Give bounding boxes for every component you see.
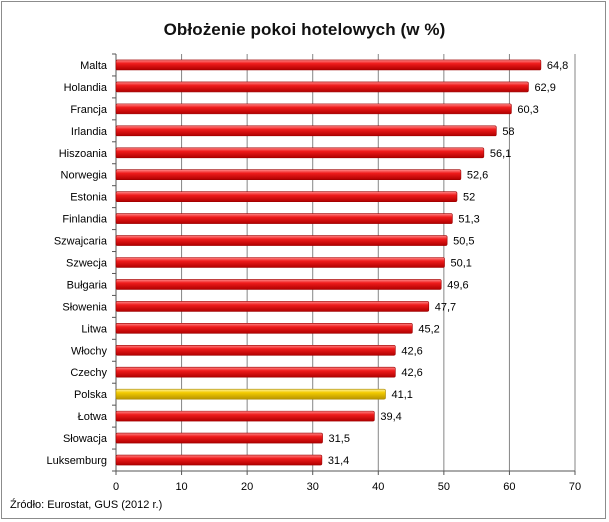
category-label: Malta [80, 60, 108, 72]
bar [115, 235, 448, 246]
x-tick-label: 20 [241, 481, 253, 493]
value-label: 41,1 [391, 389, 412, 401]
category-label: Włochy [71, 345, 108, 357]
value-label: 49,6 [447, 279, 468, 291]
category-label: Irlandia [71, 126, 108, 138]
value-label: 39,4 [380, 411, 401, 423]
bar [115, 213, 453, 224]
category-label: Szwecja [66, 258, 108, 270]
category-label: Norwegia [61, 170, 108, 182]
x-tick-label: 10 [175, 481, 187, 493]
value-label: 64,8 [547, 60, 568, 72]
category-label: Hiszoania [59, 148, 108, 160]
bar [115, 432, 323, 444]
value-label: 56,1 [490, 148, 511, 160]
value-label: 45,2 [418, 323, 439, 335]
x-tick-label: 70 [569, 481, 581, 493]
bar [115, 169, 462, 181]
category-label: Łotwa [78, 411, 108, 423]
bar [115, 410, 375, 422]
bar [115, 323, 413, 334]
category-label: Czechy [70, 367, 107, 379]
bar [115, 366, 396, 378]
value-label: 52,6 [467, 170, 488, 182]
bar [115, 59, 542, 71]
bar [115, 301, 430, 312]
category-label: Słowenia [62, 301, 108, 313]
category-label: Polska [74, 389, 108, 401]
value-label: 58 [502, 126, 514, 138]
source-note: Źródło: Eurostat, GUS (2012 r.) [10, 499, 163, 511]
bar [115, 125, 497, 137]
bar [115, 191, 458, 202]
x-tick-label: 50 [438, 481, 450, 493]
chart-title: Obłożenie pokoi hotelowych (w %) [163, 20, 446, 39]
category-label: Bułgaria [67, 279, 108, 291]
bar-highlight [115, 388, 386, 400]
value-label: 31,4 [328, 455, 349, 467]
bar [115, 257, 445, 268]
category-label: Francja [70, 104, 108, 116]
category-label: Finlandia [62, 214, 108, 226]
bar [115, 279, 442, 290]
bar [115, 81, 529, 93]
value-label: 42,6 [401, 345, 422, 357]
x-tick-label: 30 [307, 481, 319, 493]
value-label: 50,5 [453, 236, 474, 248]
x-tick-label: 40 [372, 481, 384, 493]
bar [115, 454, 323, 466]
category-label: Litwa [81, 323, 108, 335]
value-label: 50,1 [451, 258, 472, 270]
value-label: 51,3 [458, 214, 479, 226]
value-label: 42,6 [401, 367, 422, 379]
category-label: Holandia [64, 82, 108, 94]
value-label: 60,3 [517, 104, 538, 116]
category-label: Słowacja [63, 433, 108, 445]
bar [115, 147, 485, 159]
bar [115, 103, 512, 115]
x-tick-label: 60 [503, 481, 515, 493]
x-tick-label: 0 [113, 481, 119, 493]
value-label: 47,7 [435, 301, 456, 313]
category-label: Estonia [70, 192, 108, 204]
value-label: 52 [463, 192, 475, 204]
value-label: 62,9 [534, 82, 555, 94]
bar [115, 344, 396, 356]
category-label: Szwajcaria [54, 236, 108, 248]
value-label: 31,5 [329, 433, 350, 445]
category-label: Luksemburg [46, 455, 107, 467]
